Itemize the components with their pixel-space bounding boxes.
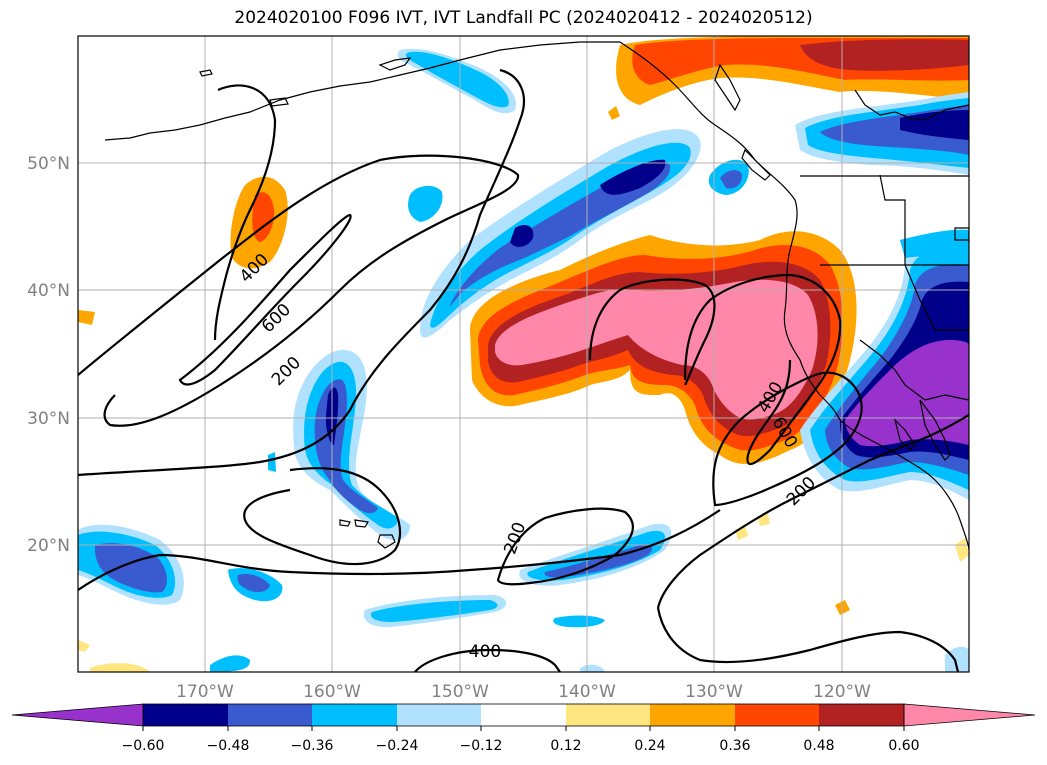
map-border xyxy=(77,35,970,673)
colorbar-segment xyxy=(481,704,566,726)
contour-label-400-south: 400 xyxy=(469,642,501,662)
colorbar-outline xyxy=(142,703,905,727)
colorbar-segment xyxy=(312,704,397,726)
positive-anomaly-southwest xyxy=(470,231,857,465)
lon-label-150w: 150°W xyxy=(431,682,489,702)
colorbar: −0.60 −0.48 −0.36 −0.24 −0.12 0.12 0.24 … xyxy=(11,703,1036,754)
colorbar-tick-label: 0.36 xyxy=(719,738,750,754)
colorbar-segment xyxy=(143,704,228,726)
negative-anomaly-center xyxy=(420,129,701,338)
lat-label-20n: 20°N xyxy=(27,536,70,556)
colorbar-max-extension xyxy=(903,703,1036,727)
colorbar-min-extension xyxy=(11,703,144,727)
colorbar-tick-label: −0.36 xyxy=(291,738,334,754)
colorbar-tick-label: −0.48 xyxy=(207,738,250,754)
lon-label-130w: 130°W xyxy=(685,682,743,702)
colorbar-tick-label: −0.24 xyxy=(376,738,419,754)
lon-label-160w: 160°W xyxy=(303,682,361,702)
negative-anomaly-northeast xyxy=(397,48,969,260)
lat-label-30n: 30°N xyxy=(27,409,70,429)
colorbar-tick-label: 0.24 xyxy=(634,738,665,754)
map-title: 2024020100 F096 IVT, IVT Landfall PC (20… xyxy=(234,8,813,28)
latitude-labels: 50°N 40°N 30°N 20°N xyxy=(27,154,70,556)
colorbar-segment xyxy=(819,704,904,726)
colorbar-segment xyxy=(650,704,735,726)
colorbar-tick-label: −0.60 xyxy=(122,738,165,754)
colorbar-ticks xyxy=(142,726,905,731)
lon-label-170w: 170°W xyxy=(176,682,234,702)
colorbar-segment xyxy=(735,704,819,726)
lon-label-120w: 120°W xyxy=(813,682,871,702)
colorbar-tick-label: −0.12 xyxy=(460,738,503,754)
map-area: 400 600 200 400 600 200 200 400 xyxy=(78,36,969,672)
longitude-labels: 170°W 160°W 150°W 140°W 130°W 120°W xyxy=(176,682,871,702)
lon-label-140w: 140°W xyxy=(558,682,616,702)
colorbar-segment xyxy=(397,704,481,726)
map-gridlines xyxy=(78,36,969,672)
ivt-contours xyxy=(78,68,969,672)
colorbar-segment xyxy=(566,704,650,726)
colorbar-tick-label: 0.12 xyxy=(550,738,581,754)
colorbar-segment xyxy=(228,704,312,726)
lat-label-40n: 40°N xyxy=(27,281,70,301)
lat-label-50n: 50°N xyxy=(27,154,70,174)
colorbar-tick-label: 0.60 xyxy=(888,738,919,754)
colorbar-tick-label: 0.48 xyxy=(803,738,834,754)
